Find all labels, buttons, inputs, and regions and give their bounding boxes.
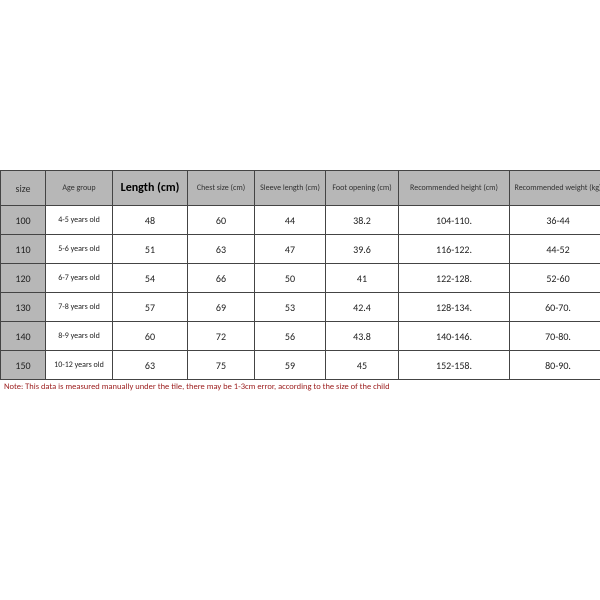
cell-sleeve: 50 (255, 264, 326, 293)
cell-height: 104-110. (399, 206, 510, 235)
cell-foot: 38.2 (326, 206, 399, 235)
cell-age: 7-8 years old (46, 293, 113, 322)
cell-size: 130 (1, 293, 46, 322)
cell-foot: 42.4 (326, 293, 399, 322)
table-row: 130 7-8 years old 57 69 53 42.4 128-134.… (1, 293, 600, 322)
measurement-note: Note: This data is measured manually und… (0, 382, 600, 392)
cell-weight: 70-80. (510, 322, 600, 351)
col-header-height: Recommended height (cm) (399, 171, 510, 206)
cell-size: 120 (1, 264, 46, 293)
table-row: 100 4-5 years old 48 60 44 38.2 104-110.… (1, 206, 600, 235)
cell-sleeve: 56 (255, 322, 326, 351)
cell-weight: 60-70. (510, 293, 600, 322)
table-row: 150 10-12 years old 63 75 59 45 152-158.… (1, 351, 600, 380)
cell-length: 60 (113, 322, 188, 351)
cell-length: 63 (113, 351, 188, 380)
col-header-chest: Chest size (cm) (188, 171, 255, 206)
cell-length: 54 (113, 264, 188, 293)
cell-size: 100 (1, 206, 46, 235)
size-chart-table: size Age group Length (cm) Chest size (c… (0, 170, 600, 380)
col-header-weight: Recommended weight (kg) (510, 171, 600, 206)
cell-chest: 69 (188, 293, 255, 322)
table-header-row: size Age group Length (cm) Chest size (c… (1, 171, 600, 206)
cell-foot: 41 (326, 264, 399, 293)
cell-age: 8-9 years old (46, 322, 113, 351)
cell-size: 110 (1, 235, 46, 264)
cell-size: 150 (1, 351, 46, 380)
col-header-foot: Foot opening (cm) (326, 171, 399, 206)
cell-age: 10-12 years old (46, 351, 113, 380)
table-row: 140 8-9 years old 60 72 56 43.8 140-146.… (1, 322, 600, 351)
cell-chest: 66 (188, 264, 255, 293)
col-header-age: Age group (46, 171, 113, 206)
cell-height: 122-128. (399, 264, 510, 293)
cell-age: 4-5 years old (46, 206, 113, 235)
cell-sleeve: 44 (255, 206, 326, 235)
cell-weight: 36-44 (510, 206, 600, 235)
cell-sleeve: 53 (255, 293, 326, 322)
cell-height: 152-158. (399, 351, 510, 380)
cell-foot: 45 (326, 351, 399, 380)
cell-chest: 72 (188, 322, 255, 351)
cell-chest: 60 (188, 206, 255, 235)
cell-weight: 52-60 (510, 264, 600, 293)
cell-age: 6-7 years old (46, 264, 113, 293)
cell-length: 57 (113, 293, 188, 322)
cell-chest: 63 (188, 235, 255, 264)
cell-length: 51 (113, 235, 188, 264)
cell-foot: 43.8 (326, 322, 399, 351)
col-header-size: size (1, 171, 46, 206)
cell-weight: 80-90. (510, 351, 600, 380)
cell-weight: 44-52 (510, 235, 600, 264)
table-row: 120 6-7 years old 54 66 50 41 122-128. 5… (1, 264, 600, 293)
cell-sleeve: 47 (255, 235, 326, 264)
cell-height: 140-146. (399, 322, 510, 351)
cell-length: 48 (113, 206, 188, 235)
table-body: 100 4-5 years old 48 60 44 38.2 104-110.… (1, 206, 600, 380)
cell-height: 128-134. (399, 293, 510, 322)
size-chart-container: size Age group Length (cm) Chest size (c… (0, 170, 600, 392)
cell-foot: 39.6 (326, 235, 399, 264)
cell-chest: 75 (188, 351, 255, 380)
cell-age: 5-6 years old (46, 235, 113, 264)
table-row: 110 5-6 years old 51 63 47 39.6 116-122.… (1, 235, 600, 264)
cell-height: 116-122. (399, 235, 510, 264)
col-header-sleeve: Sleeve length (cm) (255, 171, 326, 206)
cell-size: 140 (1, 322, 46, 351)
col-header-length: Length (cm) (113, 171, 188, 206)
cell-sleeve: 59 (255, 351, 326, 380)
